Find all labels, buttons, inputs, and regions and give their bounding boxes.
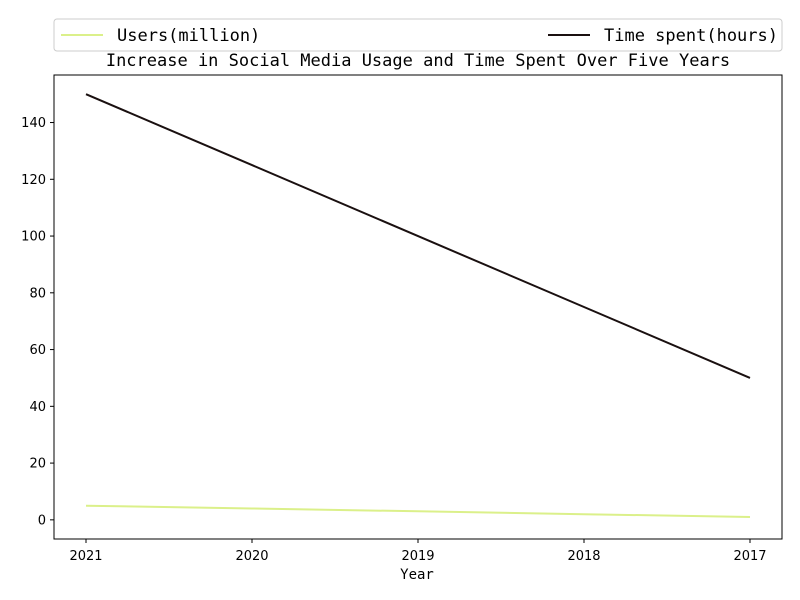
chart-title: Increase in Social Media Usage and Time … bbox=[106, 51, 730, 71]
y-tick-label: 40 bbox=[29, 400, 46, 415]
legend: Users(million) Time spent(hours) bbox=[53, 18, 783, 52]
y-tick-label: 80 bbox=[29, 286, 46, 301]
x-tick-label: 2018 bbox=[567, 549, 600, 564]
legend-label-users: Users(million) bbox=[117, 26, 260, 46]
x-tick-label: 2021 bbox=[69, 549, 102, 564]
legend-frame bbox=[53, 18, 783, 52]
y-tick-label: 120 bbox=[21, 173, 46, 188]
y-tick-label: 20 bbox=[29, 457, 46, 472]
legend-label-time-spent: Time spent(hours) bbox=[604, 26, 778, 46]
x-axis-label: Year bbox=[400, 567, 434, 583]
series-line-users bbox=[85, 504, 751, 518]
y-tick-label: 0 bbox=[38, 513, 46, 528]
y-tick-label: 140 bbox=[21, 116, 46, 131]
x-tick-label: 2017 bbox=[733, 549, 766, 564]
x-tick-label: 2020 bbox=[235, 549, 268, 564]
x-tick-label: 2019 bbox=[401, 549, 434, 564]
y-axis-ticks: 0 20 40 60 80 100 120 140 bbox=[21, 116, 54, 528]
series-line-time-spent bbox=[85, 93, 751, 379]
x-axis-ticks: 2021 2020 2019 2018 2017 bbox=[69, 539, 767, 564]
series-layer bbox=[85, 93, 751, 518]
y-tick-label: 60 bbox=[29, 343, 46, 358]
y-tick-label: 100 bbox=[21, 230, 46, 245]
plot-area-frame bbox=[53, 74, 783, 540]
